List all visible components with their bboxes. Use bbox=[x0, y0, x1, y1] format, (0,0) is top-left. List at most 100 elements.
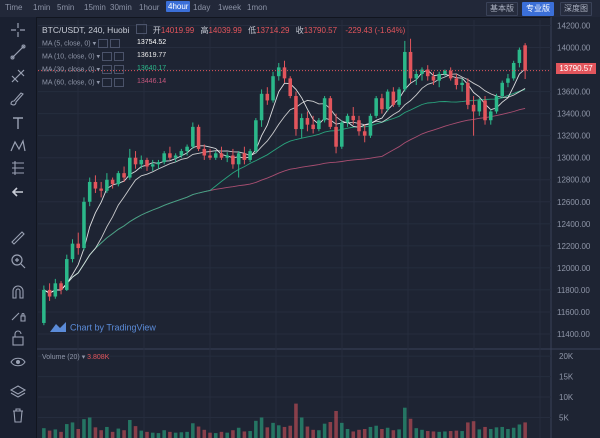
candle-body bbox=[328, 98, 333, 127]
pattern-icon[interactable] bbox=[9, 137, 27, 155]
text-icon[interactable] bbox=[9, 114, 27, 132]
close-label: 收 bbox=[295, 26, 304, 35]
candle-body bbox=[483, 100, 487, 121]
volume-bar bbox=[282, 426, 287, 438]
volume-bar bbox=[328, 422, 333, 438]
prediction-icon[interactable] bbox=[9, 159, 27, 177]
visibility-toggle-icon[interactable] bbox=[135, 24, 147, 34]
ma-legend-row: MA (10, close, 0) ▾ 13619.77 bbox=[42, 52, 166, 61]
lock-icon[interactable] bbox=[9, 329, 27, 347]
volume-bar bbox=[299, 417, 304, 438]
volume-bar bbox=[443, 431, 447, 438]
settings-box-icon[interactable] bbox=[102, 78, 112, 87]
trend-line-icon[interactable] bbox=[9, 43, 27, 61]
basic-version-button[interactable]: 基本版 bbox=[486, 2, 518, 16]
price-tick-label: 11800.00 bbox=[557, 286, 590, 295]
crosshair-icon[interactable] bbox=[9, 21, 27, 39]
ma60-line bbox=[43, 107, 526, 294]
close-value: 13790.57 bbox=[303, 26, 338, 35]
close-box-icon[interactable] bbox=[114, 52, 124, 61]
eye-icon[interactable] bbox=[9, 353, 27, 371]
timeframe-1hour[interactable]: 1hour bbox=[139, 3, 160, 12]
candle-body bbox=[213, 153, 218, 158]
candle-body bbox=[105, 179, 109, 191]
fork-icon[interactable] bbox=[9, 67, 27, 85]
chevron-down-icon[interactable]: ▾ bbox=[94, 53, 100, 61]
candle-body bbox=[76, 243, 81, 249]
chevron-down-icon[interactable]: ▾ bbox=[94, 79, 100, 87]
candle-body bbox=[173, 155, 178, 158]
candle-body bbox=[259, 93, 264, 121]
settings-box-icon[interactable] bbox=[102, 52, 112, 61]
price-legend: BTC/USDT, 240, Huobi 开14019.99 高14039.99… bbox=[42, 24, 405, 36]
timeframe-time[interactable]: Time bbox=[5, 3, 23, 12]
volume-bar bbox=[357, 429, 361, 438]
volume-bar bbox=[47, 430, 52, 438]
depth-chart-button[interactable]: 深度图 bbox=[560, 2, 592, 16]
brush-icon[interactable] bbox=[9, 90, 27, 108]
pro-version-button[interactable]: 专业版 bbox=[522, 2, 554, 16]
volume-bar bbox=[408, 418, 413, 438]
candle-body bbox=[99, 188, 103, 191]
candle-body bbox=[471, 104, 476, 112]
candle-body bbox=[276, 67, 281, 77]
candle-body bbox=[93, 181, 98, 189]
candle-body bbox=[357, 120, 361, 132]
volume-bar bbox=[477, 429, 482, 438]
low-label: 低 bbox=[248, 26, 257, 35]
candle-body bbox=[431, 76, 436, 81]
candle-body bbox=[168, 153, 172, 158]
settings-box-icon[interactable] bbox=[98, 39, 109, 48]
ma-label: MA (5, close, 0) bbox=[42, 40, 91, 48]
volume-bar bbox=[391, 430, 396, 438]
volume-bar bbox=[420, 429, 424, 438]
candle-body bbox=[414, 73, 419, 79]
candle-body bbox=[420, 69, 424, 74]
volume-bar bbox=[397, 429, 401, 438]
magnet-icon[interactable] bbox=[9, 283, 27, 301]
volume-bar bbox=[471, 421, 476, 438]
timeframe-1mon[interactable]: 1mon bbox=[247, 3, 268, 12]
candle-body bbox=[506, 78, 510, 83]
zoom-in-icon[interactable] bbox=[9, 252, 27, 270]
candle-body bbox=[466, 82, 470, 105]
volume-bar bbox=[59, 431, 63, 438]
volume-bar bbox=[110, 431, 115, 438]
chevron-down-icon[interactable]: ▾ bbox=[94, 66, 100, 74]
volume-bar bbox=[488, 428, 493, 438]
timeframe-5min[interactable]: 5min bbox=[57, 3, 75, 12]
close-box-icon[interactable] bbox=[114, 78, 124, 87]
close-box-icon[interactable] bbox=[114, 65, 124, 74]
layers-icon[interactable] bbox=[9, 383, 27, 401]
volume-bar bbox=[368, 426, 373, 438]
back-arrow-icon[interactable] bbox=[9, 183, 27, 201]
timeframe-1week[interactable]: 1week bbox=[218, 3, 242, 12]
close-box-icon[interactable] bbox=[110, 39, 121, 48]
candle-body bbox=[139, 159, 144, 165]
trash-icon[interactable] bbox=[9, 406, 27, 424]
volume-bar bbox=[311, 429, 315, 438]
price-tick-label: 12600.00 bbox=[557, 198, 591, 207]
volume-bar bbox=[105, 426, 109, 438]
timeframe-1day[interactable]: 1day bbox=[193, 3, 211, 12]
high-value: 14039.99 bbox=[208, 26, 242, 35]
price-tick-label: 13000.00 bbox=[557, 154, 591, 163]
settings-box-icon[interactable] bbox=[102, 65, 112, 74]
candle-body bbox=[317, 120, 321, 130]
candle-body bbox=[488, 111, 493, 121]
timeframe-4hour[interactable]: 4hour bbox=[166, 1, 191, 12]
candle-body bbox=[368, 115, 373, 136]
chevron-down-icon[interactable]: ▾ bbox=[81, 354, 86, 361]
lock-drawing-icon[interactable] bbox=[9, 306, 27, 324]
candle-body bbox=[122, 173, 126, 178]
timeframe-30min[interactable]: 30min bbox=[110, 3, 132, 12]
ma-label: MA (60, close, 0) bbox=[42, 79, 95, 87]
timeframe-15min[interactable]: 15min bbox=[84, 3, 106, 12]
volume-bar bbox=[185, 431, 189, 438]
tradingview-watermark[interactable]: Chart by TradingView bbox=[50, 322, 156, 334]
volume-bar bbox=[414, 428, 419, 438]
chevron-down-icon[interactable]: ▾ bbox=[90, 40, 97, 48]
ruler-icon[interactable] bbox=[9, 229, 27, 247]
timeframe-1min[interactable]: 1min bbox=[33, 3, 51, 12]
volume-bar bbox=[466, 422, 470, 438]
